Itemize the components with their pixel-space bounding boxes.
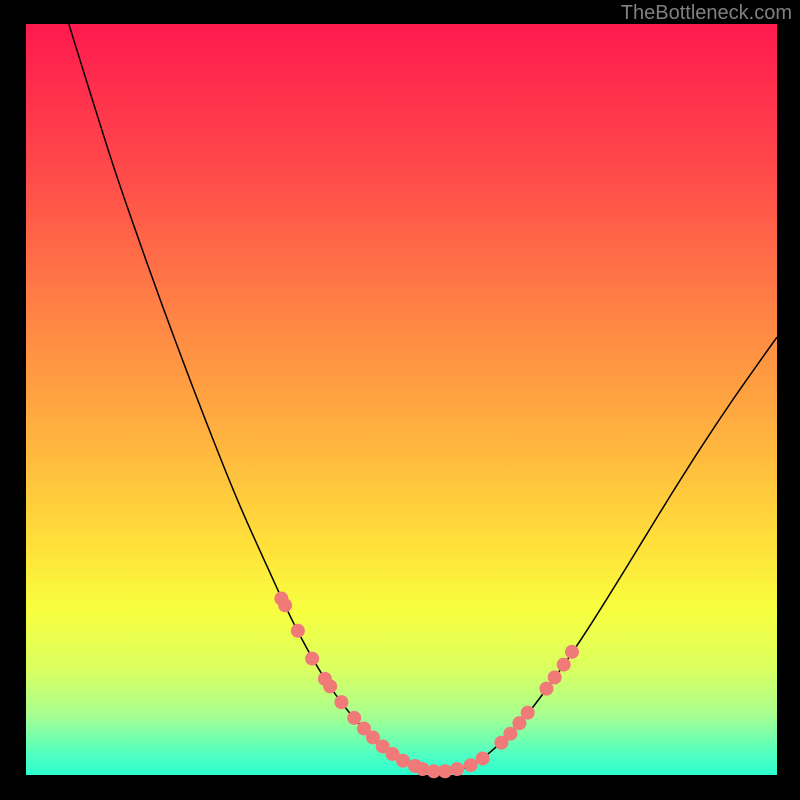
plot-background [26, 24, 777, 775]
right-cluster-marker [565, 645, 579, 659]
left-cluster-marker [347, 711, 361, 725]
right-cluster-marker [548, 670, 562, 684]
bottom-cluster-marker [438, 764, 452, 778]
right-cluster-marker [521, 706, 535, 720]
bottom-cluster-marker [450, 762, 464, 776]
left-cluster-marker [396, 754, 410, 768]
left-cluster-marker [305, 652, 319, 666]
bottom-cluster-marker [476, 751, 490, 765]
right-cluster-marker [539, 682, 553, 696]
bottleneck-chart: TheBottleneck.com [0, 0, 800, 800]
left-cluster-marker [291, 624, 305, 638]
right-cluster-marker [557, 658, 571, 672]
left-cluster-marker [334, 695, 348, 709]
chart-svg [0, 0, 800, 800]
left-cluster-marker [323, 679, 337, 693]
bottom-cluster-marker [464, 758, 478, 772]
left-cluster-marker [278, 598, 292, 612]
